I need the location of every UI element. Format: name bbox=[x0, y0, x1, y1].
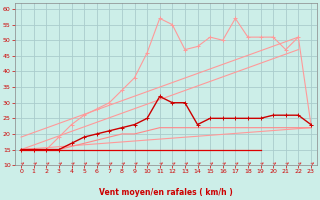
X-axis label: Vent moyen/en rafales ( km/h ): Vent moyen/en rafales ( km/h ) bbox=[99, 188, 233, 197]
